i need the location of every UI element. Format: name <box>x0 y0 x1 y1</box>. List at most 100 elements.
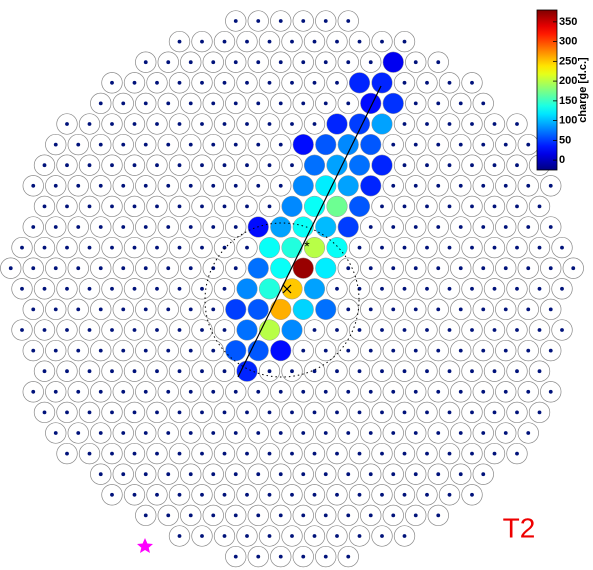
pixel-dot <box>178 534 182 538</box>
pixel-dot <box>414 349 418 353</box>
pixel-dot <box>459 390 463 394</box>
cog-marker: * <box>304 238 310 254</box>
pixel-dot <box>110 411 114 415</box>
pixel-dot <box>448 452 452 456</box>
pixel-dot <box>324 390 328 394</box>
pixel-dot <box>9 266 13 270</box>
lit-pixel <box>315 134 336 155</box>
pixel-dot <box>256 431 260 435</box>
pixel-dot <box>99 225 103 229</box>
pixel-dot <box>324 472 328 476</box>
pixel-dot <box>65 369 69 373</box>
pixel-dot <box>211 308 215 312</box>
pixel-dot <box>414 266 418 270</box>
lit-pixel <box>270 299 291 320</box>
pixel-dot <box>133 246 137 250</box>
pixel-dot <box>110 122 114 126</box>
pixel-dot <box>436 184 440 188</box>
pixel-dot <box>549 308 553 312</box>
pixel-dot <box>54 143 58 147</box>
pixel-dot <box>470 493 474 497</box>
pixel-dot <box>414 514 418 518</box>
lit-pixel <box>372 114 393 135</box>
pixel-dot <box>481 349 485 353</box>
pixel-dot <box>99 472 103 476</box>
pixel-dot <box>346 472 350 476</box>
pixel-dot <box>144 431 148 435</box>
pixel-dot <box>515 369 519 373</box>
pixel-dot <box>88 452 92 456</box>
pixel-dot <box>369 390 373 394</box>
lit-pixel <box>282 237 303 258</box>
camera-display: * T2 charge [d.c.] 050100150200250300350 <box>0 0 593 570</box>
pixel-dot <box>110 205 114 209</box>
pixel-dot <box>436 143 440 147</box>
pixel-dot <box>403 122 407 126</box>
pixel-dot <box>155 122 159 126</box>
pixel-dot <box>211 184 215 188</box>
pixel-dot <box>189 390 193 394</box>
pixel-dot <box>99 184 103 188</box>
pixel-dot <box>391 431 395 435</box>
pixel-dot <box>121 431 125 435</box>
lit-pixel <box>237 279 258 300</box>
pixel-dot <box>54 184 58 188</box>
pixel-dot <box>65 452 69 456</box>
pixel-dot <box>346 266 350 270</box>
pixel-dot <box>43 163 47 167</box>
pixel-dot <box>234 266 238 270</box>
pixel-dot <box>391 184 395 188</box>
pixel-dot <box>391 514 395 518</box>
pixel-dot <box>391 349 395 353</box>
pixel-dot <box>99 349 103 353</box>
pixel-dot <box>515 205 519 209</box>
pixel-dot <box>178 493 182 497</box>
pixel-dot <box>43 205 47 209</box>
pixel-dot <box>470 369 474 373</box>
pixel-dot <box>346 431 350 435</box>
pixel-dot <box>403 205 407 209</box>
pixel-dot <box>369 472 373 476</box>
pixel-dot <box>403 246 407 250</box>
pixel-dot <box>335 287 339 291</box>
pixel-dot <box>245 122 249 126</box>
pixel-dot <box>515 328 519 332</box>
pixel-dot <box>121 266 125 270</box>
pixel-dot <box>200 287 204 291</box>
pixel-dot <box>279 390 283 394</box>
pixel-dot <box>358 40 362 44</box>
pixel-dot <box>459 349 463 353</box>
pixel-dot <box>200 163 204 167</box>
pixel-dot <box>369 266 373 270</box>
pixel-dot <box>256 60 260 64</box>
pixel-dot <box>234 143 238 147</box>
pixel-dot <box>200 493 204 497</box>
pixel-dot <box>346 60 350 64</box>
pixel-dot <box>301 431 305 435</box>
pixel-dot <box>358 411 362 415</box>
pixel-dot <box>223 287 227 291</box>
pixel-dot <box>369 308 373 312</box>
pixel-dot <box>526 431 530 435</box>
pixel-dot <box>178 40 182 44</box>
pixel-dot <box>200 369 204 373</box>
pixel-dot <box>178 122 182 126</box>
pixel-dot <box>234 390 238 394</box>
pixel-dot <box>189 102 193 106</box>
pixel-dot <box>526 349 530 353</box>
pixel-dot <box>178 205 182 209</box>
pixel-dot <box>31 225 35 229</box>
pixel-dot <box>493 163 497 167</box>
pixel-dot <box>200 81 204 85</box>
pixel-dot <box>313 40 317 44</box>
pixel-dot <box>166 266 170 270</box>
pixel-dot <box>279 19 283 23</box>
page: * T2 charge [d.c.] 050100150200250300350… <box>0 0 593 570</box>
pixel-dot <box>234 472 238 476</box>
pixel-dot <box>54 266 58 270</box>
pixel-dot <box>166 472 170 476</box>
pixel-dot <box>211 431 215 435</box>
pixel-dot <box>290 369 294 373</box>
pixel-dot <box>403 493 407 497</box>
pixel-dot <box>121 225 125 229</box>
